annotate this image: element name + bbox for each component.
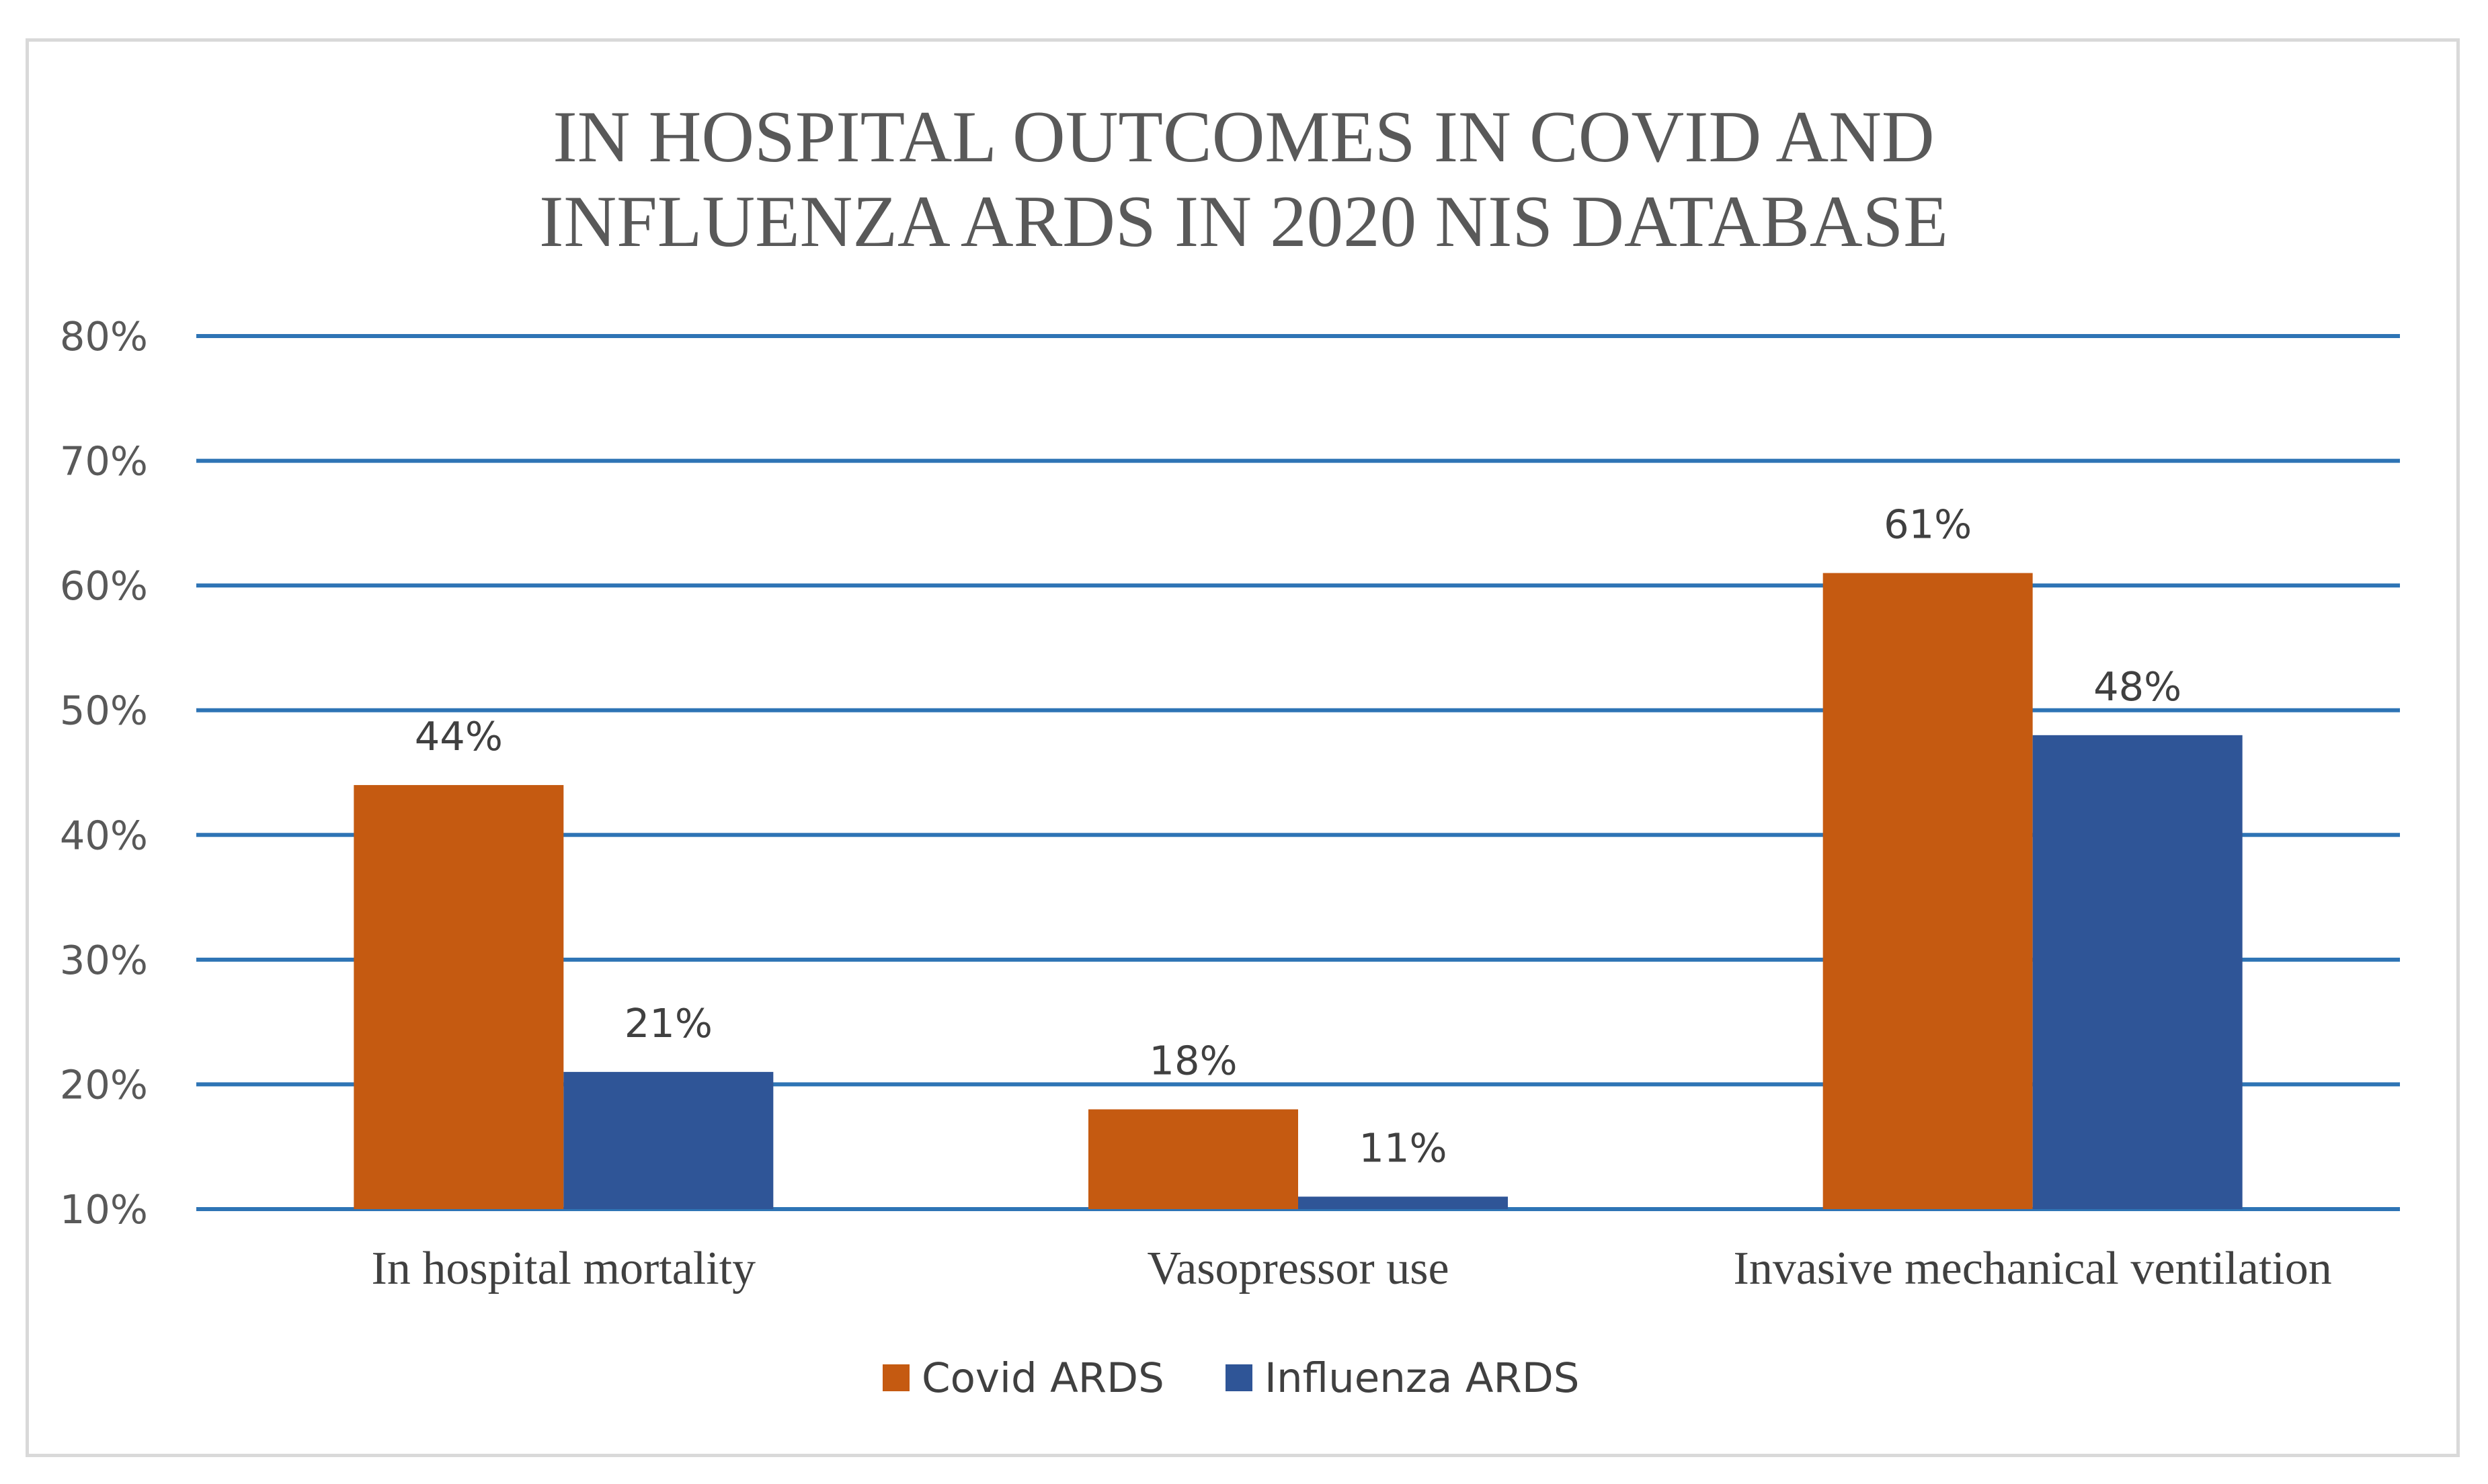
bar-covid-ards	[354, 785, 564, 1209]
bars	[354, 573, 2243, 1209]
chart-title-line-2: INFLUENZA ARDS IN 2020 NIS DATABASE	[539, 181, 1948, 262]
x-tick-label: Invasive mechanical ventilation	[1734, 1243, 2332, 1294]
bar-influenza-ards	[1298, 1196, 1508, 1209]
data-labels: 44% 21% 18% 11% 61% 48%	[415, 501, 2181, 1171]
y-tick-label: 70%	[60, 438, 148, 485]
y-tick-label: 40%	[60, 812, 148, 858]
bar-influenza-ards	[563, 1071, 774, 1209]
data-label: 18%	[1149, 1038, 1237, 1084]
data-label: 21%	[625, 1000, 713, 1046]
chart-title-line-1: IN HOSPITAL OUTCOMES IN COVID AND	[553, 96, 1934, 177]
y-tick-label: 10%	[60, 1186, 148, 1233]
data-label: 11%	[1359, 1124, 1447, 1171]
chart-title: IN HOSPITAL OUTCOMES IN COVID AND INFLUE…	[539, 96, 1948, 262]
x-tick-label: Vasopressor use	[1147, 1243, 1449, 1294]
y-tick-label: 20%	[60, 1061, 148, 1108]
bar-influenza-ards	[2032, 735, 2243, 1209]
legend-swatch	[1226, 1364, 1252, 1391]
data-label: 61%	[1884, 501, 1972, 548]
data-label: 48%	[2093, 663, 2181, 710]
legend-swatch	[883, 1364, 910, 1391]
data-label: 44%	[415, 713, 503, 759]
y-tick-label: 50%	[60, 688, 148, 734]
y-tick-label: 80%	[60, 313, 148, 360]
x-tick-label: In hospital mortality	[372, 1243, 756, 1294]
bar-covid-ards	[1822, 573, 2033, 1209]
bar-covid-ards	[1088, 1109, 1298, 1209]
legend: Covid ARDS Influenza ARDS	[883, 1354, 1580, 1402]
y-tick-label: 30%	[60, 937, 148, 983]
legend-label: Covid ARDS	[922, 1354, 1164, 1402]
legend-label: Influenza ARDS	[1265, 1354, 1580, 1402]
y-axis-tick-labels: 10% 20% 30% 40% 50% 60% 70% 80%	[60, 313, 148, 1233]
x-axis-tick-labels: In hospital mortality Vasopressor use Inva…	[372, 1243, 2332, 1294]
y-tick-label: 60%	[60, 563, 148, 609]
